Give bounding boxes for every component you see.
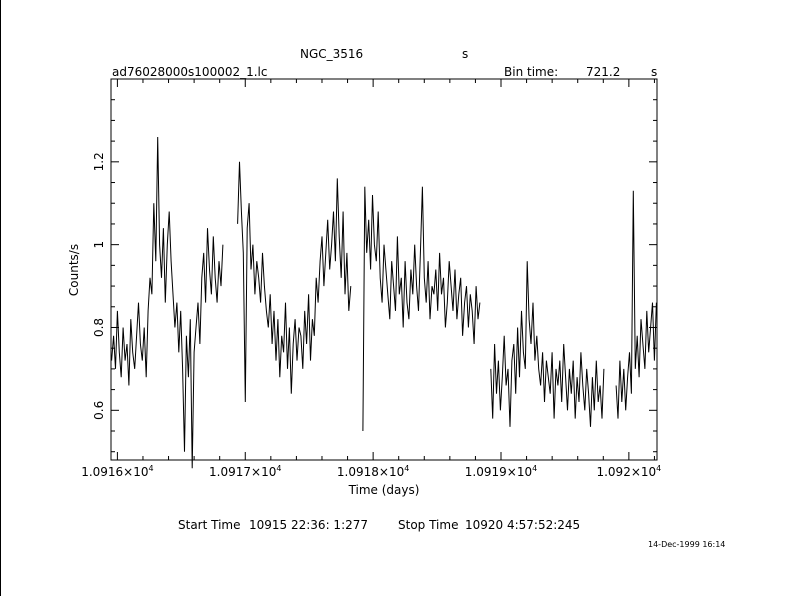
x-tick-mantissa: 1.0918×10	[337, 465, 404, 479]
bin-time-unit: s	[651, 65, 658, 79]
light-curve-segment	[490, 261, 605, 427]
plot-timestamp: 14-Dec-1999 16:14	[648, 540, 726, 549]
title-unit: s	[462, 47, 469, 61]
x-tick-exponent: 4	[149, 464, 154, 473]
window-left-border	[0, 0, 1, 596]
x-tick-exponent: 4	[532, 464, 537, 473]
light-curve-segment	[615, 190, 657, 419]
x-tick-mantissa: 1.0919×10	[465, 465, 532, 479]
light-curve-segment	[362, 186, 481, 432]
x-tick-label: 1.092×104	[596, 464, 661, 479]
x-tick-label: 1.0917×104	[209, 464, 281, 479]
x-tick-exponent: 4	[276, 464, 281, 473]
tick-labels: 1.0916×104 1.0917×104 1.0918×104 1.0919×104…	[81, 152, 661, 479]
x-tick-label: 1.0919×104	[465, 464, 537, 479]
bin-time-value: 721.2	[586, 65, 621, 79]
stop-time-label: Stop Time	[398, 518, 459, 532]
light-curve-series	[111, 136, 657, 469]
x-tick-exponent: 4	[656, 464, 661, 473]
bin-time-label: Bin time:	[504, 65, 559, 79]
x-tick-exponent: 4	[404, 464, 409, 473]
x-tick-mantissa: 1.092×10	[596, 465, 656, 479]
x-tick-label: 1.0916×104	[81, 464, 153, 479]
chart-title: NGC_3516	[300, 47, 364, 61]
y-tick-label: 0.6	[92, 401, 106, 420]
light-curve-segment	[237, 161, 352, 403]
y-tick-label: 0.8	[92, 318, 106, 337]
stop-time-value: 10920 4:57:52:245	[465, 518, 581, 532]
plot-frame	[110, 78, 658, 461]
x-tick-mantissa: 1.0917×10	[209, 465, 276, 479]
x-tick-label: 1.0918×104	[337, 464, 409, 479]
x-axis-label: Time (days)	[348, 483, 420, 497]
y-tick-label: 1.2	[92, 152, 106, 171]
y-tick-label: 1	[92, 241, 106, 249]
start-time-value: 10915 22:36: 1:277	[249, 518, 369, 532]
file-name: ad76028000s100002_1.lc	[112, 65, 268, 79]
light-curve-segment	[111, 136, 224, 469]
y-axis-label: Counts/s	[67, 244, 81, 296]
start-time-label: Start Time	[178, 518, 241, 532]
x-tick-mantissa: 1.0916×10	[81, 465, 148, 479]
axis-ticks	[111, 78, 657, 460]
